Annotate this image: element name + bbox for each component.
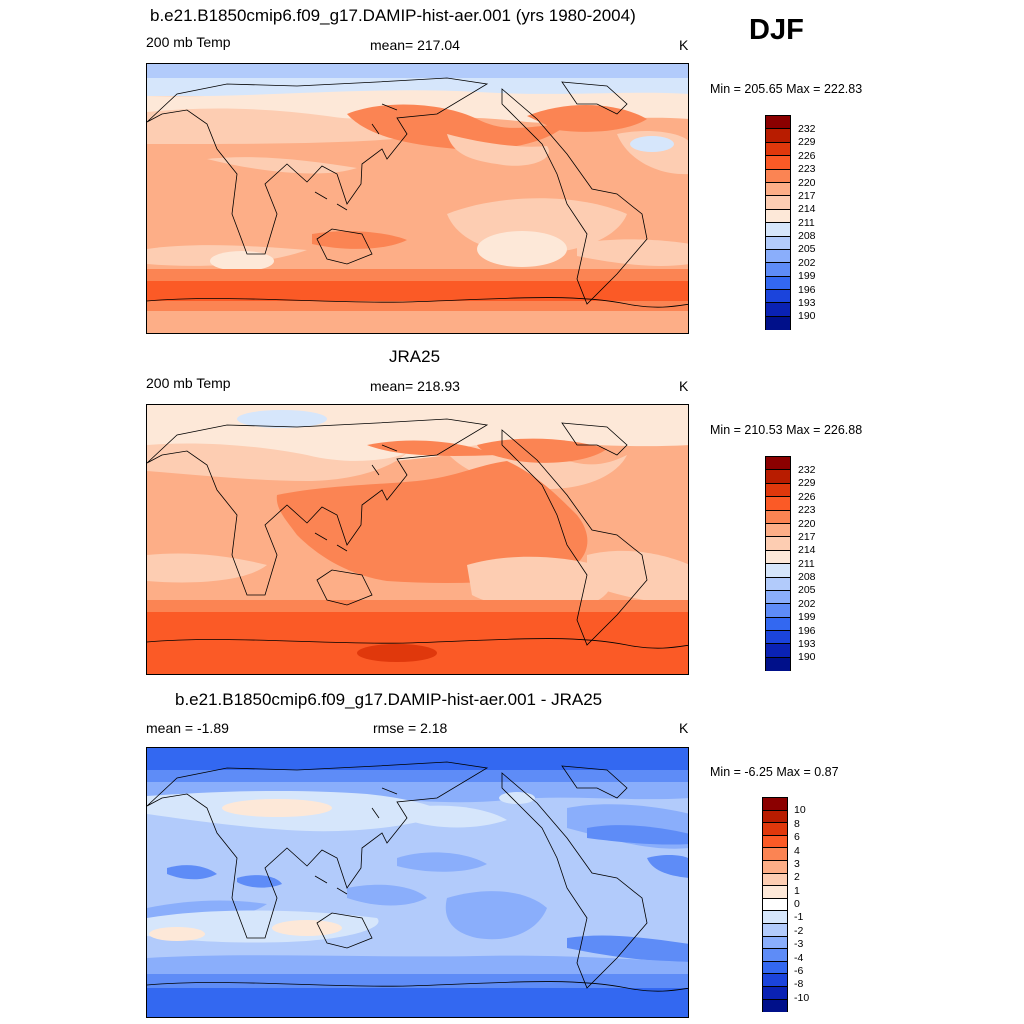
panel3-map-svg bbox=[147, 748, 688, 1017]
panel2-cbar-tick: 217 bbox=[798, 531, 816, 543]
panel3-cbar-tick: 6 bbox=[794, 831, 800, 843]
panel1-cbar-tick: 190 bbox=[798, 310, 816, 322]
panel3-cbar-tick: 0 bbox=[794, 898, 800, 910]
panel1-cbar-tick: 196 bbox=[798, 284, 816, 296]
panel2-cbar-tick: 205 bbox=[798, 584, 816, 596]
panel1-cbar-tick: 223 bbox=[798, 163, 816, 175]
panel2-minmax: Min = 210.53 Max = 226.88 bbox=[710, 423, 863, 437]
panel3-cbar-tick: -2 bbox=[794, 925, 804, 937]
panel1-cbar-tick: 193 bbox=[798, 297, 816, 309]
panel3-cbar-tick: 8 bbox=[794, 818, 800, 830]
panel2-map-svg bbox=[147, 405, 688, 674]
panel1-cbar-tick: 232 bbox=[798, 123, 816, 135]
panel2-units-label: K bbox=[679, 378, 689, 394]
panel2-cbar-tick: 214 bbox=[798, 544, 816, 556]
panel1-cbar-tick: 226 bbox=[798, 150, 816, 162]
panel1-cbar-tick: 214 bbox=[798, 203, 816, 215]
panel2-title: JRA25 bbox=[389, 347, 441, 366]
panel2-cbar-tick: 211 bbox=[798, 558, 815, 570]
panel3-colorbar bbox=[762, 797, 788, 1013]
panel1-units-label: K bbox=[679, 37, 689, 53]
panel2-colorbar bbox=[765, 456, 791, 672]
panel2-mean-label: mean= 218.93 bbox=[370, 378, 460, 394]
panel2-cbar-tick: 223 bbox=[798, 504, 816, 516]
panel1-mean-label: mean= 217.04 bbox=[370, 37, 460, 53]
panel1-variable-label: 200 mb Temp bbox=[146, 34, 231, 50]
panel1-cbar-tick: 208 bbox=[798, 230, 816, 242]
panel3-cbar-tick: 2 bbox=[794, 871, 800, 883]
panel1-title: b.e21.B1850cmip6.f09_g17.DAMIP-hist-aer.… bbox=[150, 6, 636, 25]
panel3-cbar-tick: -1 bbox=[794, 911, 804, 923]
panel1-cbar-tick: 202 bbox=[798, 257, 816, 269]
panel2-cbar-tick: 199 bbox=[798, 611, 816, 623]
panel2-variable-label: 200 mb Temp bbox=[146, 375, 231, 391]
panel3-cbar-tick: -3 bbox=[794, 938, 804, 950]
panel1-minmax: Min = 205.65 Max = 222.83 bbox=[710, 82, 863, 96]
panel2-cbar-tick: 208 bbox=[798, 571, 816, 583]
panel3-cbar-tick: -8 bbox=[794, 978, 804, 990]
panel2-cbar-tick: 193 bbox=[798, 638, 816, 650]
panel3-cbar-tick: 10 bbox=[794, 804, 806, 816]
panel3-minmax: Min = -6.25 Max = 0.87 bbox=[710, 765, 839, 779]
panel3-cbar-tick: 4 bbox=[794, 845, 800, 857]
panel1-cbar-tick: 211 bbox=[798, 217, 815, 229]
panel3-cbar-tick: -4 bbox=[794, 952, 804, 964]
panel1-cbar-tick: 229 bbox=[798, 136, 816, 148]
panel1-cbar-tick: 205 bbox=[798, 243, 816, 255]
panel3-map bbox=[146, 747, 689, 1018]
panel1-map-svg bbox=[147, 64, 688, 333]
panel2-cbar-tick: 232 bbox=[798, 464, 816, 476]
panel3-units-label: K bbox=[679, 720, 689, 736]
panel3-cbar-tick: -6 bbox=[794, 965, 804, 977]
panel3-cbar-tick: -10 bbox=[794, 992, 810, 1004]
panel2-cbar-tick: 229 bbox=[798, 477, 816, 489]
panel2-cbar-tick: 190 bbox=[798, 651, 816, 663]
panel2-cbar-tick: 196 bbox=[798, 625, 816, 637]
panel3-cbar-tick: 3 bbox=[794, 858, 800, 870]
panel1-cbar-tick: 217 bbox=[798, 190, 816, 202]
panel1-colorbar bbox=[765, 115, 791, 331]
panel2-cbar-tick: 220 bbox=[798, 518, 816, 530]
panel1-cbar-tick: 220 bbox=[798, 177, 816, 189]
panel1-cbar-tick: 199 bbox=[798, 270, 816, 282]
panel2-cbar-tick: 202 bbox=[798, 598, 816, 610]
panel3-cbar-tick: 1 bbox=[794, 885, 800, 897]
panel3-title: b.e21.B1850cmip6.f09_g17.DAMIP-hist-aer.… bbox=[175, 690, 603, 709]
panel3-mean-label: mean = -1.89 bbox=[146, 720, 229, 736]
panel2-map bbox=[146, 404, 689, 675]
season-label: DJF bbox=[749, 14, 804, 46]
panel3-rmse-label: rmse = 2.18 bbox=[373, 720, 448, 736]
panel2-cbar-tick: 226 bbox=[798, 491, 816, 503]
panel1-map bbox=[146, 63, 689, 334]
